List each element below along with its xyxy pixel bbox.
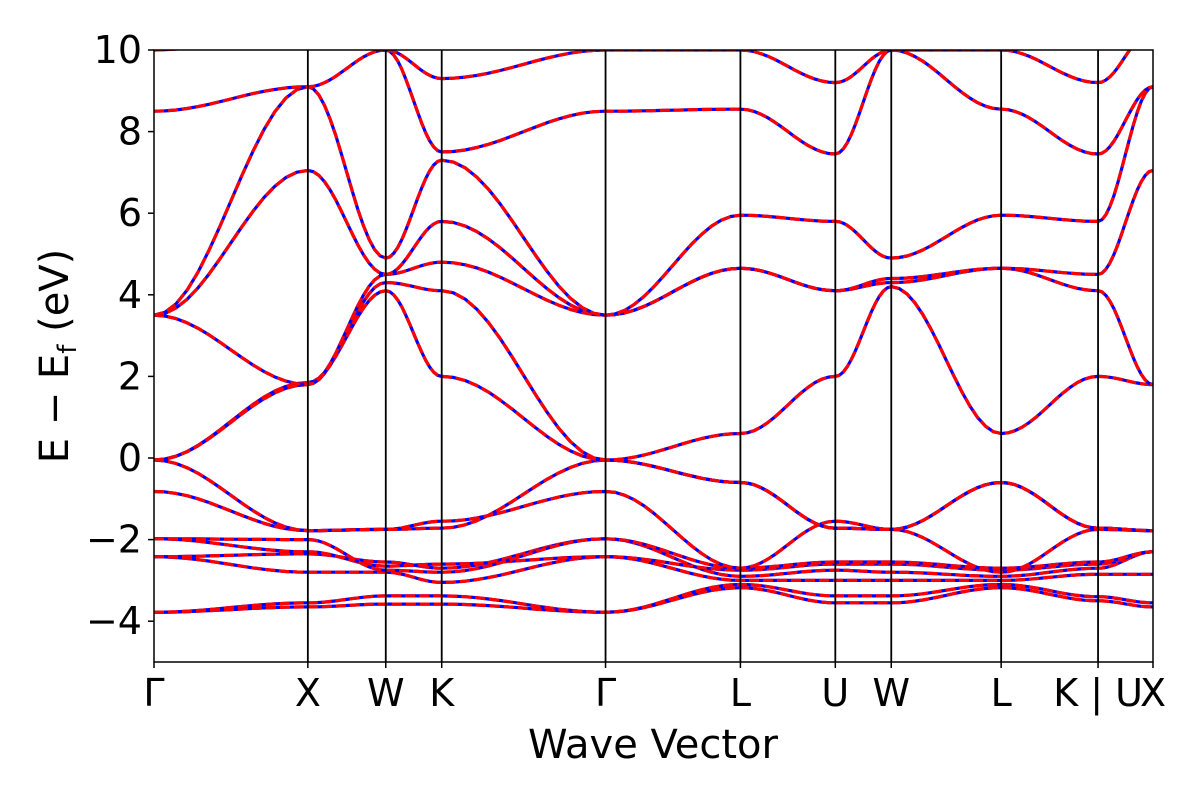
y-tick-label: 10 [94,28,142,72]
band-5-red-dashed [154,537,1153,574]
band-13-red-dashed [154,50,1153,156]
band-lines [154,50,1153,614]
y-axis-label-sub: f [53,344,83,354]
band-0-red-dashed [154,586,1153,614]
x-tick-label: X [1140,671,1166,715]
x-tick-label: Γ [143,671,164,715]
band-12-red-dashed [154,85,1153,317]
y-axis-label-main: E − E [32,354,78,464]
x-tick-label: L [991,671,1012,715]
y-tick-label: 8 [118,110,142,154]
band-14-blue [154,50,1132,85]
band-9-blue [154,281,1153,462]
y-axis-label-unit: (eV) [32,249,78,345]
band-14-red-dashed [154,50,1132,85]
x-tick-label: U [821,671,849,715]
x-axis-label: Wave Vector [528,722,779,768]
y-tick-label: −2 [86,518,142,562]
x-tick-label: Γ [595,671,616,715]
band-8-red-dashed [154,289,1153,533]
y-axis: −4 −2 0 2 4 6 8 10 [86,28,154,643]
y-tick-label: 2 [118,354,142,398]
y-tick-label: 6 [118,191,142,235]
band-12-blue [154,85,1153,317]
x-tick-label: W [367,671,405,715]
x-tick-label: X [295,671,321,715]
band-5-blue [154,537,1153,574]
x-tick-label: K | U [1053,671,1143,716]
x-tick-label: K [429,671,455,715]
band-10-red-dashed [154,260,1153,387]
band-11-red-dashed [154,168,1153,317]
y-tick-label: 4 [118,273,142,317]
band-7-red-dashed [154,458,1153,533]
band-10-blue [154,260,1153,387]
y-axis-label: E − Ef (eV) [32,249,83,464]
band-13-blue [154,50,1153,156]
band-7-blue [154,458,1153,533]
band-8-blue [154,289,1153,533]
x-tick-label: W [872,671,910,715]
high-symmetry-lines [306,50,1099,662]
x-tick-label: L [730,671,751,715]
y-tick-label: 0 [118,436,142,480]
band-11-blue [154,168,1153,317]
y-tick-label: −4 [86,599,142,643]
plot-frame [153,49,1154,663]
